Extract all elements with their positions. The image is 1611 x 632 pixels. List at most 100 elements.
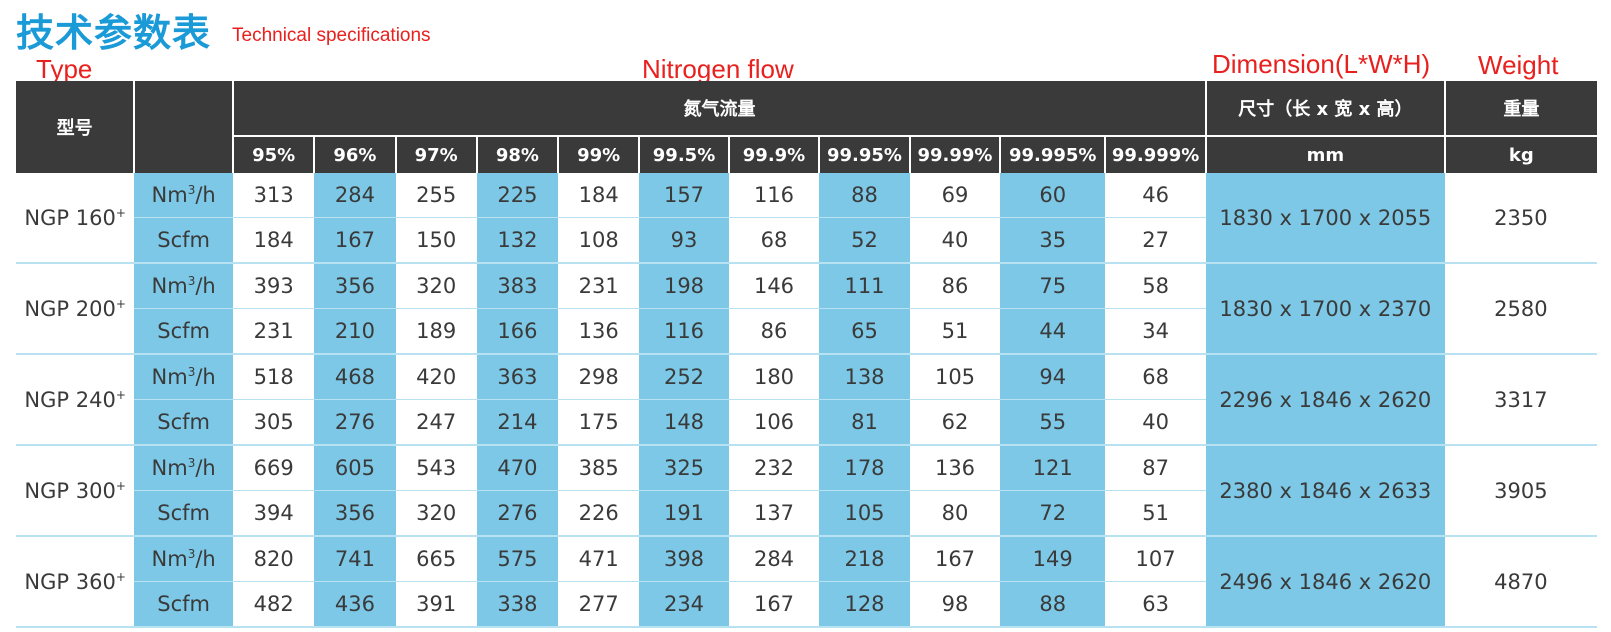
flow-value-nm3: 669 (233, 445, 315, 491)
flow-value-nm3: 94 (1000, 354, 1106, 400)
flow-value-scfm: 338 (476, 581, 559, 628)
header-unit (134, 81, 235, 173)
flow-value-scfm: 276 (314, 399, 396, 446)
flow-value-scfm: 40 (1105, 399, 1207, 446)
flow-value-nm3: 121 (1000, 445, 1106, 491)
flow-value-scfm: 80 (909, 490, 1001, 537)
flow-value-scfm: 226 (558, 490, 640, 537)
flow-value-nm3: 225 (476, 173, 559, 218)
flow-value-scfm: 136 (558, 308, 640, 355)
flow-value-nm3: 167 (909, 536, 1001, 582)
table-row: Scfm 184 167 150 132 108 93 68 52 40 35 27 (16, 217, 1597, 264)
flow-value-scfm: 436 (314, 581, 396, 628)
header-purity: 99% (558, 136, 641, 173)
flow-value-nm3: 180 (728, 354, 820, 400)
flow-value-scfm: 247 (395, 399, 477, 446)
unit-nm3-sup: 3 (187, 274, 196, 288)
flow-value-nm3: 741 (314, 536, 396, 582)
model-suffix: + (115, 478, 126, 493)
table-row: Scfm 231 210 189 166 136 116 86 65 51 44 34 (16, 308, 1597, 355)
flow-value-scfm: 305 (233, 399, 315, 446)
unit-nm3-rest: /h (195, 547, 216, 571)
flow-value-nm3: 136 (909, 445, 1001, 491)
header-weight-unit: kg (1444, 136, 1597, 173)
flow-value-nm3: 356 (314, 263, 396, 309)
flow-value-nm3: 298 (558, 354, 640, 400)
flow-value-nm3: 363 (476, 354, 559, 400)
flow-value-nm3: 385 (558, 445, 640, 491)
model-cell: NGP 160+ (16, 173, 135, 264)
flow-value-scfm: 65 (819, 308, 910, 355)
unit-nm3-rest: /h (195, 365, 216, 389)
spec-table: 型号 氮气流量 尺寸（长 x 宽 x 高） 重量 95% 96% 97% 98% 99%… (16, 81, 1597, 628)
flow-value-nm3: 543 (395, 445, 477, 491)
flow-value-scfm: 52 (819, 217, 910, 264)
flow-value-nm3: 420 (395, 354, 477, 400)
flow-value-scfm: 148 (639, 399, 729, 446)
flow-value-scfm: 214 (476, 399, 559, 446)
flow-value-scfm: 137 (728, 490, 820, 537)
flow-value-scfm: 184 (233, 217, 315, 264)
model-suffix: + (115, 569, 126, 584)
flow-value-scfm: 167 (314, 217, 396, 264)
flow-value-nm3: 398 (639, 536, 729, 582)
flow-value-nm3: 325 (639, 445, 729, 491)
annotation-type: Type (36, 54, 93, 84)
flow-value-nm3: 575 (476, 536, 559, 582)
flow-value-nm3: 471 (558, 536, 640, 582)
flow-value-nm3: 105 (909, 354, 1001, 400)
unit-nm3-rest: /h (195, 274, 216, 298)
unit-scfm: Scfm (134, 399, 234, 446)
table-row: NGP 300+ Nm3/h 669 605 543 470 385 325 232 178 136… (16, 445, 1597, 537)
flow-value-nm3: 320 (395, 263, 477, 309)
header-purity: 99.5% (639, 136, 730, 173)
unit-nm3-sup: 3 (187, 365, 196, 379)
flow-value-nm3: 383 (476, 263, 559, 309)
flow-value-scfm: 175 (558, 399, 640, 446)
flow-value-scfm: 277 (558, 581, 640, 628)
flow-value-nm3: 87 (1105, 445, 1207, 491)
flow-value-nm3: 284 (728, 536, 820, 582)
flow-value-scfm: 98 (909, 581, 1001, 628)
flow-value-nm3: 58 (1105, 263, 1207, 309)
flow-value-nm3: 313 (233, 173, 315, 218)
flow-value-scfm: 166 (476, 308, 559, 355)
weight-value: 3905 (1444, 445, 1597, 537)
flow-value-nm3: 468 (314, 354, 396, 400)
header-dimension: 尺寸（长 x 宽 x 高） (1206, 81, 1446, 137)
flow-value-scfm: 44 (1000, 308, 1106, 355)
unit-nm3: Nm3/h (134, 263, 234, 309)
flow-value-nm3: 46 (1105, 173, 1207, 218)
unit-scfm: Scfm (134, 581, 234, 628)
flow-value-scfm: 105 (819, 490, 910, 537)
table-row: NGP 200+ Nm3/h 393 356 320 383 231 198 146 111 86 7… (16, 263, 1597, 355)
flow-value-nm3: 198 (639, 263, 729, 309)
unit-nm3: Nm3/h (134, 354, 234, 400)
table-row: Scfm 394 356 320 276 226 191 137 105 80 72 51 (16, 490, 1597, 537)
flow-value-scfm: 128 (819, 581, 910, 628)
flow-value-nm3: 470 (476, 445, 559, 491)
page-title: 技术参数表 (16, 11, 212, 55)
table-row: NGP 240+ Nm3/h 518 468 420 363 298 252 180 138 105… (16, 354, 1597, 446)
model-name: NGP 200 (24, 296, 116, 321)
flow-value-nm3: 75 (1000, 263, 1106, 309)
flow-value-scfm: 231 (233, 308, 315, 355)
table-row: Scfm 305 276 247 214 175 148 106 81 62 55 40 (16, 399, 1597, 446)
model-cell: NGP 200+ (16, 263, 135, 355)
flow-value-nm3: 138 (819, 354, 910, 400)
flow-value-scfm: 72 (1000, 490, 1106, 537)
flow-value-scfm: 189 (395, 308, 477, 355)
flow-value-scfm: 51 (1105, 490, 1207, 537)
header-weight: 重量 (1444, 81, 1597, 137)
flow-value-nm3: 157 (639, 173, 729, 218)
flow-value-nm3: 393 (233, 263, 315, 309)
model-cell: NGP 300+ (16, 445, 135, 537)
model-suffix: + (115, 296, 126, 311)
flow-value-nm3: 69 (909, 173, 1001, 218)
model-cell: NGP 360+ (16, 536, 135, 628)
flow-value-scfm: 35 (1000, 217, 1106, 264)
unit-nm3-base: Nm (151, 274, 188, 298)
flow-value-nm3: 86 (909, 263, 1001, 309)
weight-value: 3317 (1444, 354, 1597, 446)
flow-value-scfm: 482 (233, 581, 315, 628)
